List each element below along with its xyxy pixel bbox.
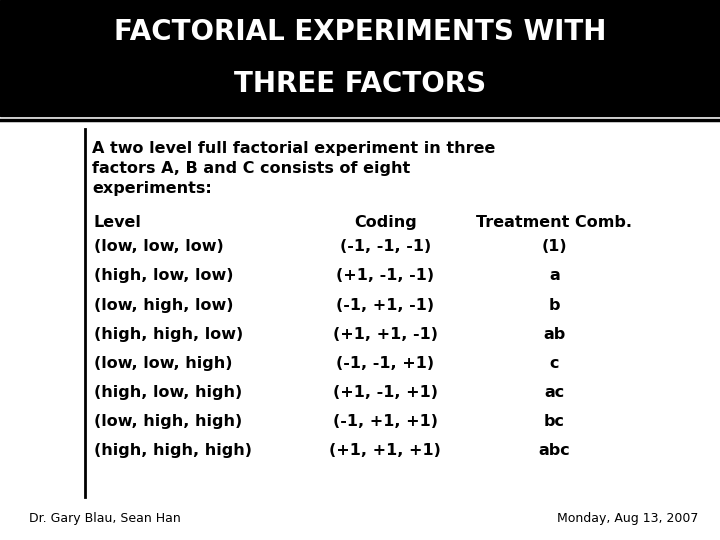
Text: (+1, +1, -1): (+1, +1, -1) [333, 327, 438, 342]
Text: a: a [549, 268, 559, 284]
Text: bc: bc [544, 414, 565, 429]
Text: (low, high, high): (low, high, high) [94, 414, 242, 429]
Text: (high, low, low): (high, low, low) [94, 268, 233, 284]
Text: (1): (1) [541, 239, 567, 254]
Text: (high, low, high): (high, low, high) [94, 385, 242, 400]
Text: Dr. Gary Blau, Sean Han: Dr. Gary Blau, Sean Han [29, 512, 181, 525]
Text: Monday, Aug 13, 2007: Monday, Aug 13, 2007 [557, 512, 698, 525]
Text: (-1, -1, -1): (-1, -1, -1) [340, 239, 431, 254]
Text: FACTORIAL EXPERIMENTS WITH: FACTORIAL EXPERIMENTS WITH [114, 18, 606, 46]
Text: (low, high, low): (low, high, low) [94, 298, 233, 313]
Text: abc: abc [539, 443, 570, 458]
Text: (low, low, high): (low, low, high) [94, 356, 232, 371]
Text: (+1, -1, +1): (+1, -1, +1) [333, 385, 438, 400]
Text: (-1, -1, +1): (-1, -1, +1) [336, 356, 434, 371]
Text: (high, high, high): (high, high, high) [94, 443, 251, 458]
Text: c: c [549, 356, 559, 371]
Text: (high, high, low): (high, high, low) [94, 327, 243, 342]
Text: ac: ac [544, 385, 564, 400]
Text: Coding: Coding [354, 215, 417, 230]
Text: b: b [549, 298, 560, 313]
Text: (+1, -1, -1): (+1, -1, -1) [336, 268, 434, 284]
Text: (+1, +1, +1): (+1, +1, +1) [329, 443, 441, 458]
Text: (-1, +1, +1): (-1, +1, +1) [333, 414, 438, 429]
Text: (-1, +1, -1): (-1, +1, -1) [336, 298, 434, 313]
Text: Level: Level [94, 215, 141, 230]
Text: ab: ab [544, 327, 565, 342]
Text: (low, low, low): (low, low, low) [94, 239, 223, 254]
Text: A two level full factorial experiment in three
factors A, B and C consists of ei: A two level full factorial experiment in… [92, 141, 495, 195]
Text: Treatment Comb.: Treatment Comb. [477, 215, 632, 230]
Text: THREE FACTORS: THREE FACTORS [234, 70, 486, 98]
